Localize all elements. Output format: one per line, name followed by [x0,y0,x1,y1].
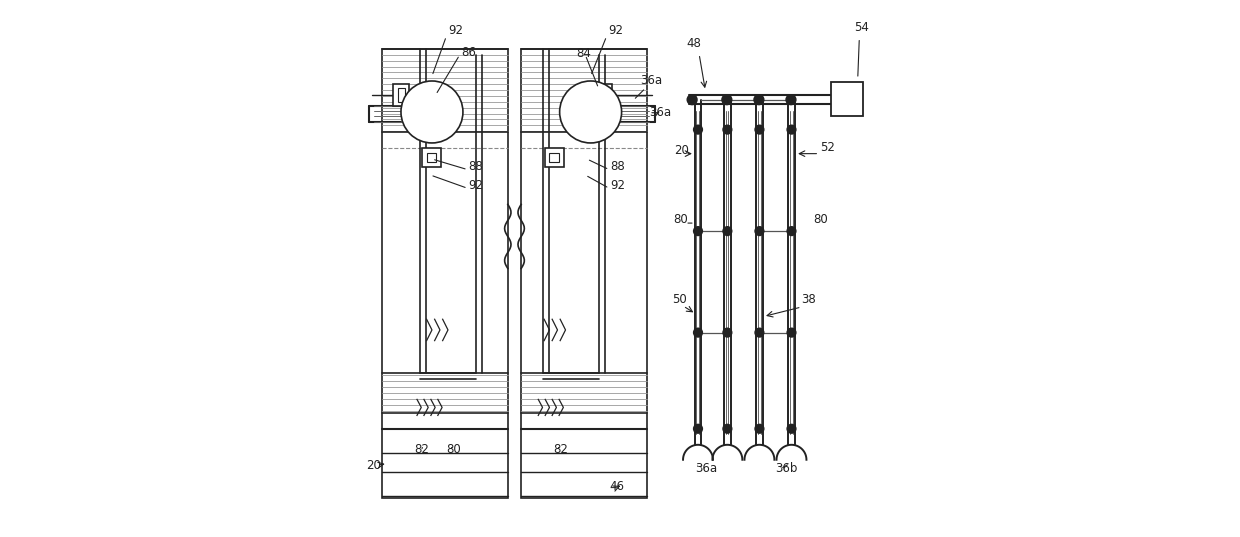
Circle shape [787,328,796,337]
Circle shape [754,95,764,105]
Circle shape [693,125,702,134]
Circle shape [723,328,732,337]
Circle shape [401,81,463,143]
Circle shape [787,227,796,235]
Circle shape [693,328,702,337]
Text: 92: 92 [609,24,624,37]
Bar [596,84,613,106]
Text: 36a: 36a [640,74,662,87]
Circle shape [787,125,796,134]
Text: 52: 52 [821,141,836,154]
Text: 84: 84 [577,47,591,60]
Text: 36b: 36b [775,461,797,475]
Circle shape [723,227,732,235]
Text: 20: 20 [366,459,381,472]
Text: 80: 80 [813,213,828,226]
Text: 86: 86 [461,46,476,59]
Circle shape [723,424,732,433]
Bar [393,84,409,106]
Bar [423,148,441,167]
Bar [427,153,436,162]
Circle shape [559,81,621,143]
Text: 48: 48 [687,37,702,50]
Circle shape [723,125,732,134]
Bar [398,89,404,102]
Bar [600,89,606,102]
Bar [549,153,559,162]
Circle shape [722,95,732,105]
Text: 82: 82 [553,443,568,456]
Text: 88: 88 [469,161,484,173]
Circle shape [755,328,764,337]
Text: 36a: 36a [694,461,717,475]
Text: 92: 92 [469,179,484,192]
Bar [831,82,863,116]
Text: 54: 54 [854,21,869,34]
Bar [382,49,508,498]
Text: 36a: 36a [650,106,672,119]
Circle shape [693,424,702,433]
Bar [521,49,647,498]
Text: 92: 92 [448,24,463,37]
Circle shape [755,424,764,433]
Text: 88: 88 [610,161,625,173]
Circle shape [755,227,764,235]
Bar [546,148,564,167]
Circle shape [693,227,702,235]
Text: 80: 80 [446,443,461,456]
Text: 82: 82 [414,443,429,456]
Circle shape [787,424,796,433]
Text: 20: 20 [675,143,689,157]
Text: 46: 46 [609,480,624,493]
Text: 80: 80 [673,213,688,226]
Circle shape [687,95,697,105]
Circle shape [755,125,764,134]
Text: 38: 38 [801,293,816,306]
Text: 50: 50 [672,293,687,306]
Circle shape [786,95,796,105]
Text: 92: 92 [610,179,625,192]
